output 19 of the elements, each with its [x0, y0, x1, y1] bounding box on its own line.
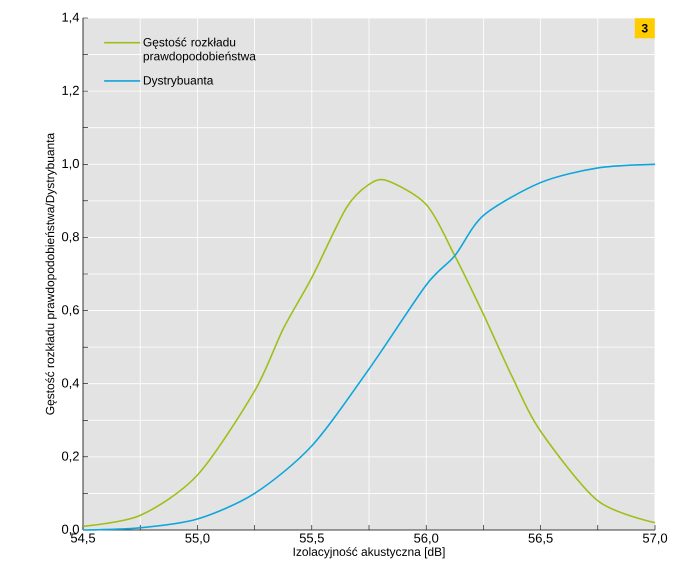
x-tick-label: 54,5 [70, 534, 96, 544]
legend-label: Gęstość rozkładu prawdopodobieństwa [144, 38, 256, 63]
legend-label: Dystrybuanta [144, 76, 214, 87]
x-tick-label: 55,0 [185, 534, 210, 544]
x-tick-label: 57,0 [642, 534, 668, 544]
y-tick-label: 0,8 [62, 232, 79, 243]
annotation: 3 [642, 24, 648, 32]
y-tick-label: 0,2 [62, 452, 79, 462]
y-tick-label: 0,6 [62, 305, 79, 316]
y-tick-label: 0,4 [62, 378, 80, 390]
y-tick-label: 1,4 [62, 12, 80, 24]
y-tick-label: 0,0 [62, 524, 79, 536]
x-tick-label: 56,5 [528, 534, 553, 544]
x-tick-label: 55,5 [300, 534, 324, 544]
y-tick-label: 1,2 [62, 86, 79, 96]
x-axis-title: Izolacyjność akustyczna [dB] [294, 547, 445, 558]
y-tick-label: 1,0 [62, 158, 79, 170]
x-tick-label: 56,0 [414, 534, 438, 544]
y-axis-title: Gęstość rozkładu prawdopodobieństwa/Dystrybuanta [45, 132, 57, 415]
